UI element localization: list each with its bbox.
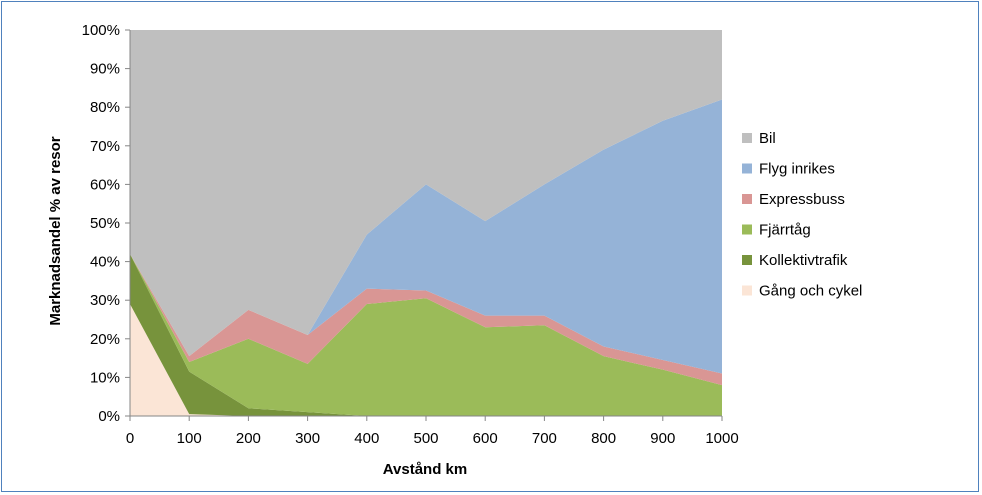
x-tick-label: 600 <box>473 430 498 447</box>
x-tick-label: 700 <box>532 430 557 447</box>
x-tick-label: 100 <box>177 430 202 447</box>
legend-swatch <box>742 194 752 204</box>
y-tick-label: 40% <box>90 254 120 271</box>
legend-label: Expressbuss <box>759 191 845 208</box>
x-tick-label: 200 <box>236 430 261 447</box>
area-layer <box>130 30 722 416</box>
x-tick-label: 1000 <box>705 430 738 447</box>
legend-swatch <box>742 285 752 296</box>
y-tick-label: 10% <box>90 369 120 386</box>
y-tick-label: 20% <box>90 331 120 348</box>
legend-label: Flyg inrikes <box>759 161 835 178</box>
y-tick-label: 50% <box>90 215 120 232</box>
area-series-bil <box>130 30 722 357</box>
area-series-flyg-inrikes <box>130 99 722 374</box>
area-series-expressbuss <box>130 253 722 386</box>
y-tick-label: 90% <box>90 61 120 78</box>
legend-item-bil: Bil <box>742 130 776 147</box>
legend-swatch <box>742 255 752 265</box>
x-tick-label: 0 <box>126 430 134 447</box>
legend-item-gang-och-cykel: Gång och cykel <box>742 283 862 300</box>
legend-label: Bil <box>759 130 776 147</box>
y-axis-title: Marknadsandel % av resor <box>47 136 64 325</box>
legend-swatch <box>742 163 752 174</box>
legend-label: Kollektivtrafik <box>759 252 848 269</box>
y-tick-label: 70% <box>90 138 120 155</box>
legend-item-fjarrtag: Fjärrtåg <box>742 222 811 239</box>
y-tick-label: 80% <box>90 99 120 116</box>
area-series-fjarrtag <box>130 253 722 416</box>
y-tick-label: 100% <box>82 22 120 39</box>
legend-item-kollektivtrafik: Kollektivtrafik <box>742 252 848 269</box>
legend: Bil Flyg inrikes Expressbuss Fjärrtåg Kollek… <box>742 130 862 300</box>
legend-item-expressbuss: Expressbuss <box>742 191 845 208</box>
x-axis-title: Avstånd km <box>383 461 467 478</box>
y-axis: 0% 10% 20% 30% 40% 50% 60% 70% 80% 90% 100% <box>82 22 131 425</box>
legend-swatch <box>742 224 752 235</box>
y-tick-label: 60% <box>90 176 120 193</box>
legend-swatch <box>742 133 752 143</box>
x-tick-label: 400 <box>354 430 379 447</box>
x-axis: 0 100 200 300 400 500 600 700 800 900 1000 <box>126 415 739 447</box>
legend-item-flyg-inrikes: Flyg inrikes <box>742 161 835 178</box>
legend-label: Gång och cykel <box>759 283 862 300</box>
x-tick-label: 500 <box>413 430 438 447</box>
legend-label: Fjärrtåg <box>759 222 811 239</box>
y-tick-label: 0% <box>98 408 120 425</box>
x-tick-label: 800 <box>591 430 616 447</box>
x-tick-label: 900 <box>650 430 675 447</box>
y-tick-label: 30% <box>90 292 120 309</box>
area-series-kollektivtrafik <box>130 253 722 416</box>
x-tick-label: 300 <box>295 430 320 447</box>
